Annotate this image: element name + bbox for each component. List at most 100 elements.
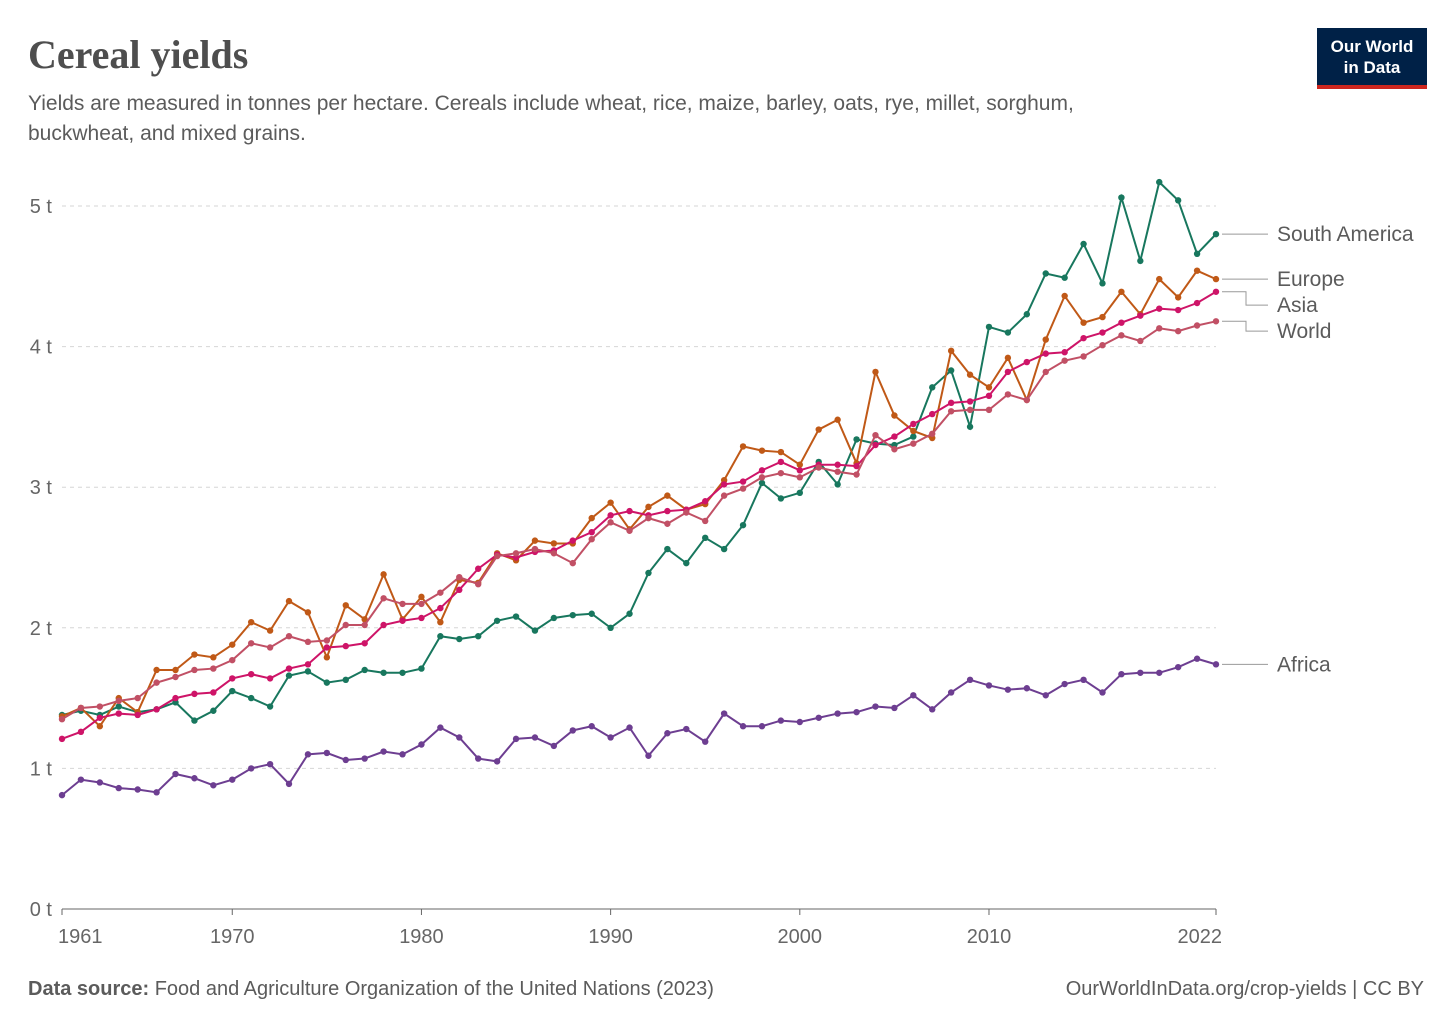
data-point bbox=[796, 718, 804, 726]
data-point bbox=[702, 534, 709, 542]
data-point bbox=[834, 461, 841, 468]
data-point bbox=[474, 755, 482, 762]
data-point bbox=[229, 641, 236, 648]
data-point bbox=[872, 431, 879, 439]
data-point bbox=[77, 728, 85, 736]
data-point bbox=[1118, 332, 1125, 339]
data-point bbox=[739, 485, 747, 492]
data-point bbox=[361, 621, 368, 629]
data-point bbox=[569, 727, 576, 734]
data-point bbox=[664, 730, 671, 737]
data-point bbox=[1137, 337, 1144, 345]
data-point bbox=[361, 640, 368, 647]
data-point bbox=[210, 654, 217, 661]
data-point bbox=[342, 642, 349, 650]
data-point bbox=[777, 448, 785, 456]
source-text: Food and Agriculture Organization of the… bbox=[155, 978, 714, 1000]
data-point bbox=[1080, 240, 1087, 248]
data-point bbox=[891, 446, 898, 453]
data-point bbox=[153, 789, 160, 796]
data-point bbox=[96, 714, 104, 721]
data-point bbox=[872, 703, 879, 710]
y-tick-label: 3 t bbox=[30, 477, 53, 499]
data-point bbox=[304, 751, 312, 758]
data-point bbox=[985, 323, 993, 331]
data-point bbox=[191, 651, 198, 658]
data-point bbox=[588, 536, 595, 543]
data-point bbox=[607, 519, 614, 526]
data-point bbox=[153, 666, 160, 674]
data-point bbox=[796, 461, 804, 468]
data-point bbox=[910, 427, 917, 435]
data-point bbox=[1023, 396, 1031, 404]
x-tick-label: 1961 bbox=[58, 926, 103, 948]
data-point bbox=[531, 734, 539, 741]
data-point bbox=[1137, 312, 1144, 319]
data-point bbox=[437, 633, 444, 640]
data-point bbox=[531, 627, 539, 634]
data-point bbox=[645, 752, 652, 759]
data-point bbox=[361, 666, 368, 674]
subtitle: Yields are measured in tonnes per hectar… bbox=[28, 92, 1074, 115]
data-point bbox=[607, 499, 614, 506]
data-point bbox=[796, 467, 804, 474]
data-point bbox=[134, 694, 141, 702]
data-point bbox=[1004, 391, 1012, 398]
data-point bbox=[474, 565, 482, 572]
data-point bbox=[1118, 670, 1125, 678]
data-point bbox=[342, 676, 349, 684]
data-point bbox=[777, 717, 785, 724]
data-point bbox=[399, 600, 406, 608]
data-point bbox=[361, 755, 368, 762]
data-point bbox=[569, 559, 576, 567]
data-point bbox=[1004, 354, 1012, 362]
data-point bbox=[1023, 685, 1031, 692]
data-point bbox=[1004, 368, 1012, 376]
data-point bbox=[229, 656, 236, 664]
data-point bbox=[910, 440, 917, 447]
data-point bbox=[645, 569, 652, 577]
data-point bbox=[1061, 349, 1068, 356]
data-point bbox=[1023, 311, 1031, 318]
plot: 0 t 1 t 2 t 3 t 4 t 5 t 1961 1970 1980 1990 2000 20… bbox=[30, 178, 1414, 948]
data-point bbox=[1061, 292, 1068, 300]
data-point bbox=[304, 668, 312, 675]
data-point bbox=[664, 492, 671, 499]
data-point bbox=[134, 711, 141, 719]
data-point bbox=[702, 738, 709, 745]
data-point bbox=[1193, 299, 1201, 307]
data-point bbox=[247, 765, 255, 772]
data-point bbox=[853, 708, 860, 716]
data-point bbox=[191, 775, 198, 782]
data-point bbox=[815, 714, 822, 721]
data-point bbox=[588, 723, 595, 730]
data-point bbox=[493, 552, 501, 560]
data-point bbox=[834, 710, 841, 717]
data-point bbox=[1156, 325, 1163, 332]
data-point bbox=[380, 621, 387, 629]
data-point bbox=[796, 474, 804, 481]
data-point bbox=[1042, 692, 1049, 699]
data-point bbox=[342, 602, 349, 609]
x-tick-label: 1980 bbox=[399, 926, 444, 948]
credit: OurWorldInData.org/crop-yields | CC BY bbox=[1066, 978, 1424, 1000]
x-tick-label: 2000 bbox=[778, 926, 823, 948]
data-point bbox=[853, 471, 860, 478]
data-point bbox=[247, 618, 255, 626]
data-point bbox=[947, 367, 955, 374]
data-point bbox=[1118, 319, 1125, 326]
data-point bbox=[285, 672, 293, 679]
data-point bbox=[474, 581, 482, 588]
data-point bbox=[77, 776, 85, 783]
data-point bbox=[550, 742, 558, 750]
data-point bbox=[891, 704, 898, 712]
data-point bbox=[834, 416, 841, 423]
series-label: South America bbox=[1277, 223, 1414, 246]
data-point bbox=[323, 679, 331, 686]
data-point bbox=[323, 644, 331, 651]
data-point bbox=[664, 545, 671, 553]
x-tick-label: 2022 bbox=[1178, 926, 1223, 948]
data-point bbox=[910, 433, 917, 440]
data-point bbox=[342, 756, 349, 764]
data-point bbox=[134, 786, 141, 793]
